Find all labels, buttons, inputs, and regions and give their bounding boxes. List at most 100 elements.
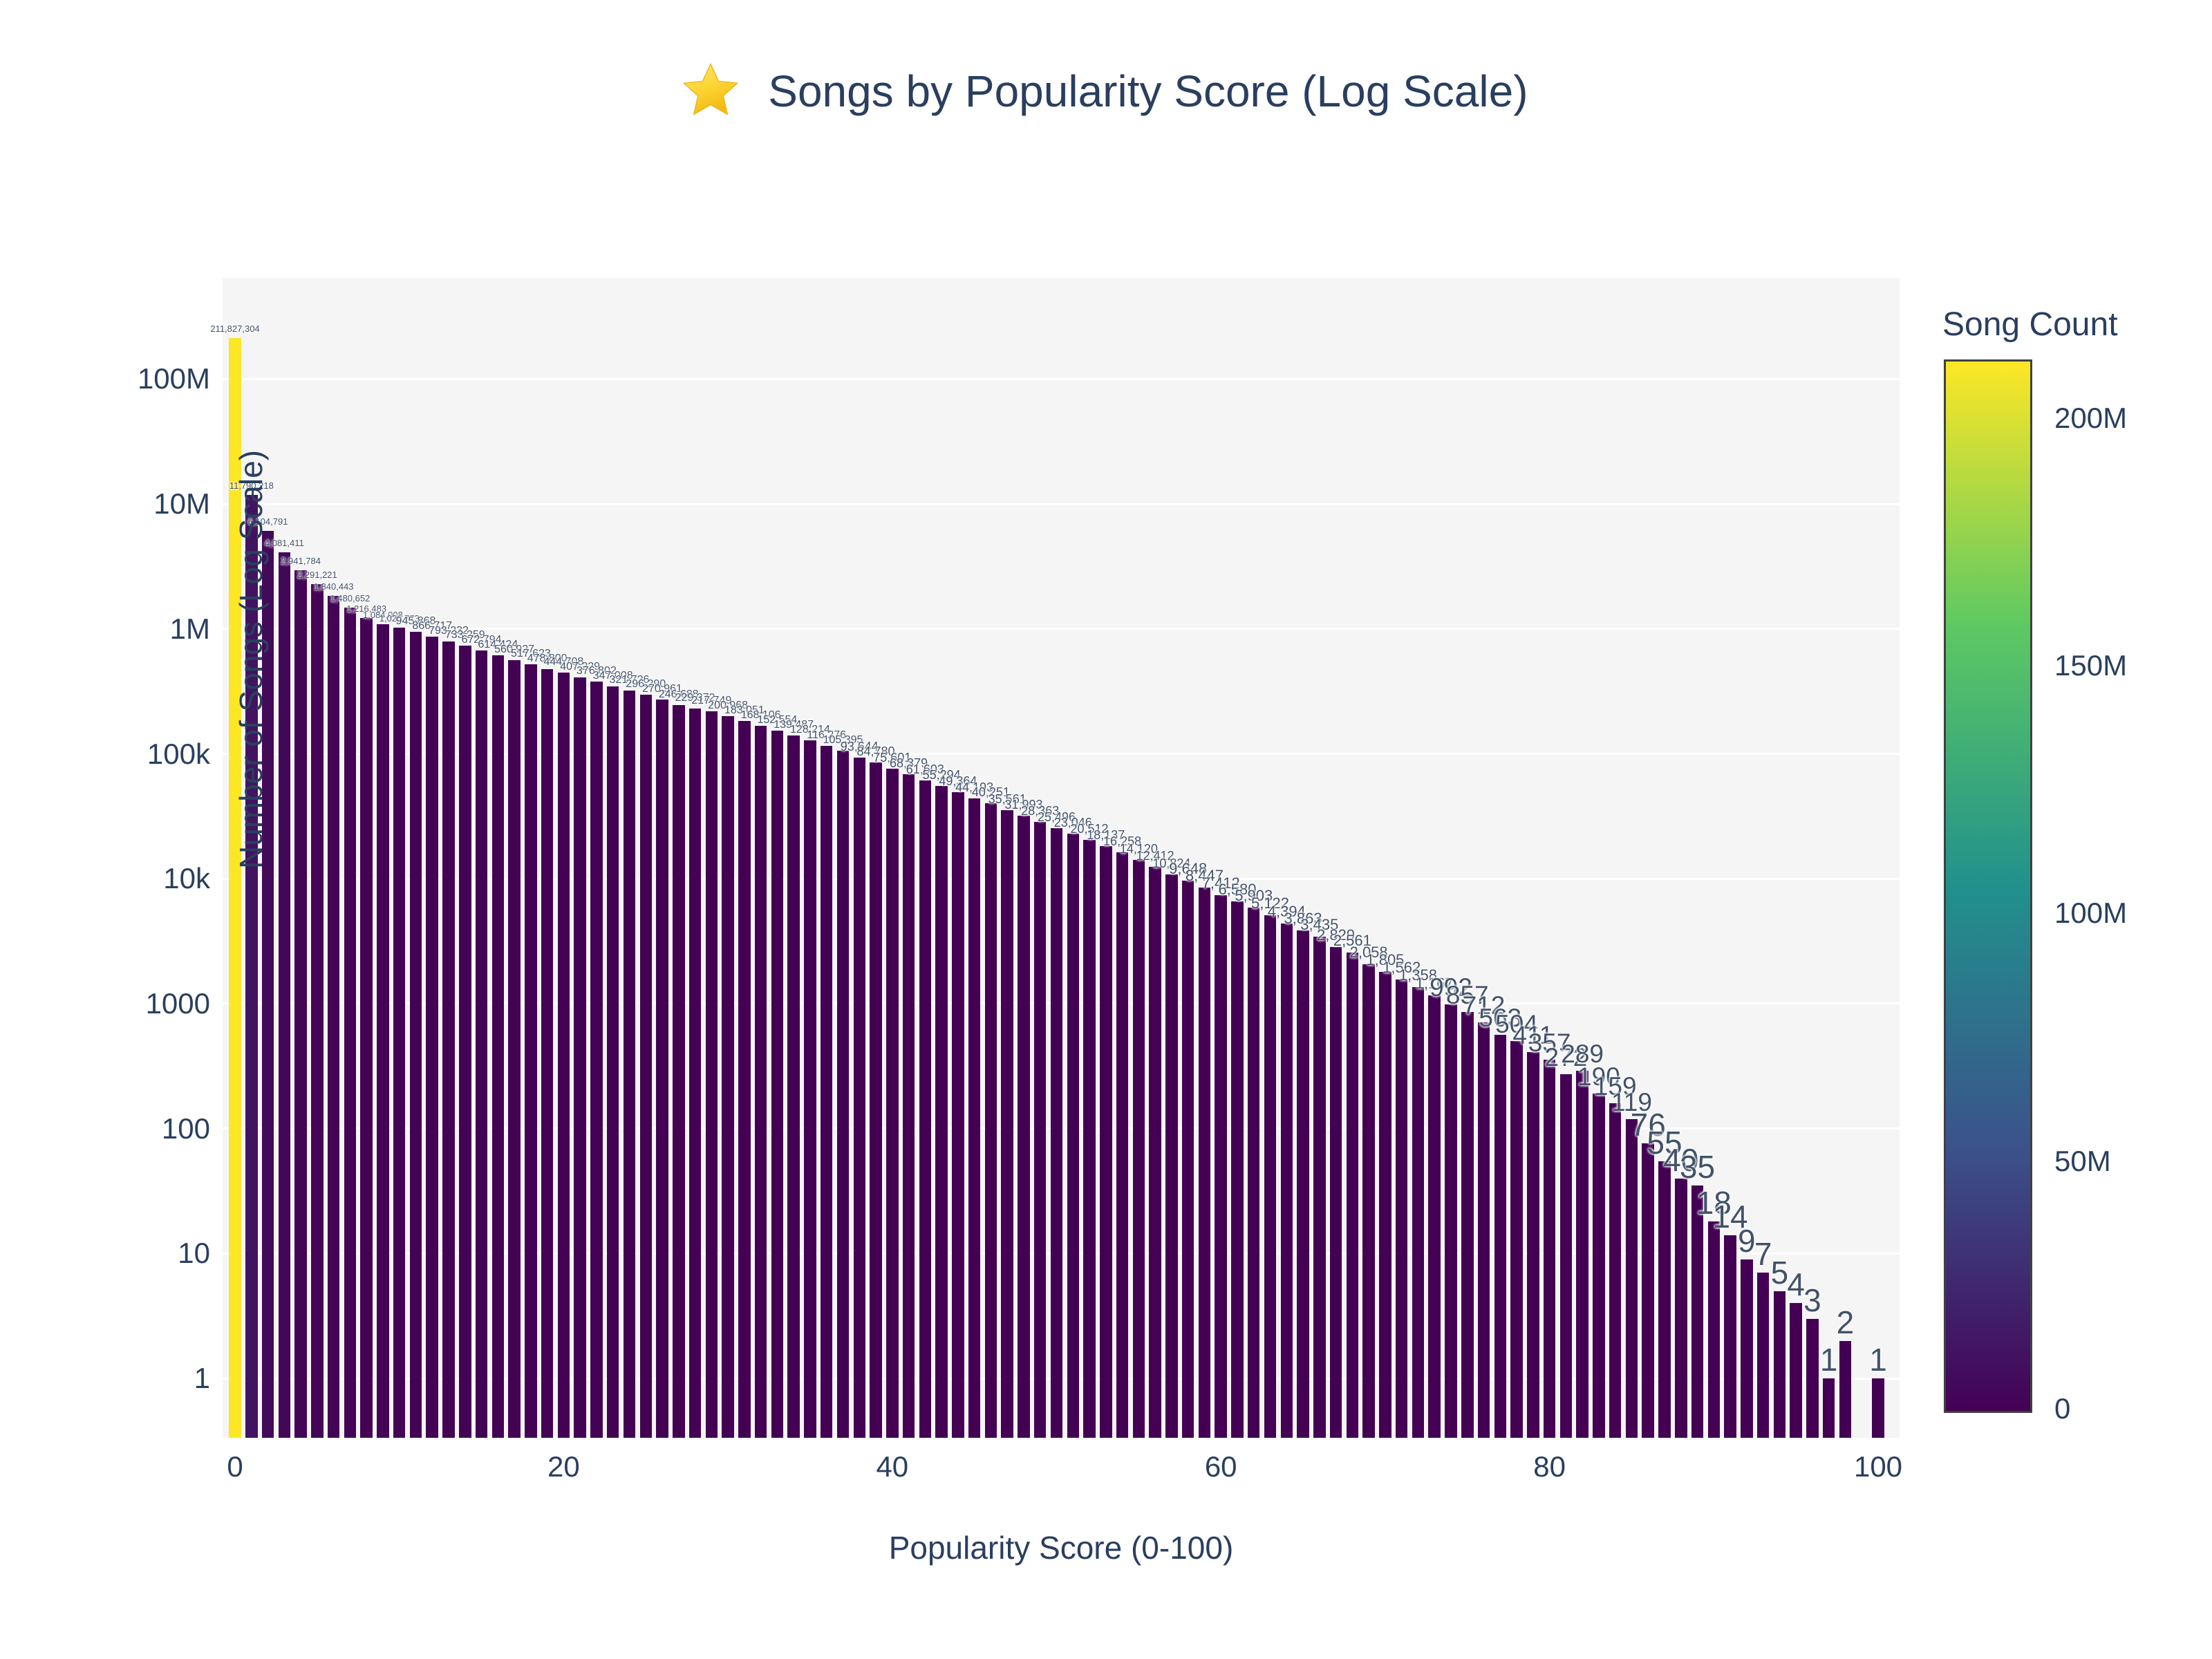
bar-score-76[interactable] [1477, 1022, 1490, 1438]
bar-score-11[interactable] [409, 632, 422, 1438]
bar-score-25[interactable] [639, 695, 652, 1438]
bar-score-58[interactable] [1181, 881, 1194, 1438]
bar-score-84[interactable] [1609, 1103, 1622, 1438]
bar-score-57[interactable] [1165, 874, 1178, 1438]
bar-score-75[interactable] [1461, 1012, 1474, 1438]
bar-score-67[interactable] [1329, 947, 1342, 1438]
bar-score-23[interactable] [606, 686, 619, 1438]
bar-score-19[interactable] [541, 668, 554, 1438]
bar-score-10[interactable] [393, 627, 406, 1438]
bar-score-81[interactable] [1559, 1074, 1573, 1438]
bar-score-39[interactable] [870, 762, 882, 1438]
bar-score-33[interactable] [771, 731, 784, 1438]
bar-score-93[interactable] [1756, 1273, 1770, 1438]
bar-score-18[interactable] [525, 664, 537, 1438]
bar-score-17[interactable] [508, 660, 521, 1438]
bar-score-90[interactable] [1707, 1221, 1721, 1438]
bar-score-78[interactable] [1510, 1040, 1523, 1438]
bar-score-73[interactable] [1428, 995, 1441, 1438]
bar-score-21[interactable] [574, 677, 586, 1438]
bar-score-3[interactable] [278, 552, 291, 1438]
bar-score-38[interactable] [853, 757, 865, 1438]
bar-score-46[interactable] [984, 803, 997, 1438]
bar-score-97[interactable] [1822, 1378, 1835, 1438]
bar-score-45[interactable] [968, 798, 981, 1438]
bar-score-47[interactable] [1001, 809, 1013, 1438]
bar-score-0[interactable] [229, 338, 241, 1438]
bar-score-65[interactable] [1297, 930, 1309, 1438]
bar-score-28[interactable] [688, 709, 702, 1438]
bar-score-56[interactable] [1149, 867, 1161, 1438]
bar-score-29[interactable] [705, 711, 718, 1438]
bar-score-2[interactable] [261, 530, 274, 1438]
bar-score-35[interactable] [804, 740, 816, 1438]
bar-score-60[interactable] [1215, 894, 1227, 1438]
bar-score-52[interactable] [1083, 839, 1096, 1438]
bar-score-27[interactable] [673, 704, 685, 1438]
bar-score-77[interactable] [1494, 1034, 1507, 1438]
bar-score-37[interactable] [836, 751, 850, 1438]
bar-score-30[interactable] [722, 715, 734, 1438]
bar-score-42[interactable] [919, 780, 932, 1438]
bar-score-88[interactable] [1675, 1178, 1687, 1438]
bar-score-61[interactable] [1231, 901, 1244, 1438]
bar-score-8[interactable] [360, 618, 373, 1438]
bar-score-95[interactable] [1790, 1303, 1802, 1438]
bar-score-96[interactable] [1806, 1318, 1819, 1438]
bar-score-74[interactable] [1445, 1004, 1457, 1438]
bar-score-15[interactable] [475, 650, 488, 1438]
bar-score-1[interactable] [245, 495, 258, 1438]
bar-score-48[interactable] [1018, 815, 1030, 1438]
bar-score-14[interactable] [459, 646, 471, 1438]
bar-score-79[interactable] [1527, 1051, 1539, 1438]
bar-score-91[interactable] [1724, 1235, 1736, 1438]
bar-score-16[interactable] [491, 655, 505, 1438]
bar-score-41[interactable] [902, 774, 915, 1438]
bar-score-5[interactable] [311, 583, 324, 1438]
bar-score-72[interactable] [1412, 986, 1425, 1438]
bar-score-63[interactable] [1264, 915, 1277, 1438]
bar-score-6[interactable] [327, 595, 340, 1438]
bar-score-89[interactable] [1691, 1185, 1704, 1438]
bar-score-71[interactable] [1395, 979, 1408, 1438]
bar-score-66[interactable] [1313, 937, 1326, 1438]
bar-score-85[interactable] [1625, 1118, 1638, 1438]
bar-score-86[interactable] [1642, 1143, 1654, 1438]
bar-score-55[interactable] [1132, 860, 1145, 1438]
bar-score-53[interactable] [1100, 846, 1112, 1438]
bar-score-49[interactable] [1033, 822, 1047, 1438]
bar-score-69[interactable] [1362, 964, 1375, 1438]
bar-score-64[interactable] [1280, 923, 1293, 1438]
bar-score-31[interactable] [738, 721, 751, 1438]
bar-score-20[interactable] [557, 673, 570, 1438]
bar-score-22[interactable] [590, 682, 603, 1438]
bar-score-43[interactable] [935, 785, 948, 1438]
bar-score-40[interactable] [886, 769, 899, 1438]
bar-score-51[interactable] [1067, 833, 1080, 1438]
bar-score-68[interactable] [1346, 953, 1359, 1438]
bar-score-82[interactable] [1576, 1071, 1588, 1438]
bar-score-44[interactable] [952, 791, 964, 1438]
bar-score-26[interactable] [656, 700, 668, 1438]
bar-score-24[interactable] [623, 690, 636, 1438]
bar-score-87[interactable] [1658, 1161, 1671, 1438]
bar-score-62[interactable] [1247, 907, 1260, 1438]
bar-score-36[interactable] [820, 745, 833, 1438]
bar-score-94[interactable] [1773, 1291, 1786, 1438]
bar-score-4[interactable] [294, 570, 307, 1438]
bar-score-70[interactable] [1379, 971, 1391, 1438]
bar-score-54[interactable] [1116, 852, 1129, 1438]
bar-score-13[interactable] [442, 641, 455, 1438]
bar-score-92[interactable] [1741, 1259, 1753, 1438]
bar-score-7[interactable] [344, 607, 357, 1438]
bar-score-34[interactable] [787, 735, 800, 1438]
bar-score-98[interactable] [1839, 1340, 1852, 1438]
bar-score-9[interactable] [377, 624, 389, 1438]
bar-score-80[interactable] [1543, 1059, 1556, 1438]
bar-score-32[interactable] [754, 725, 767, 1438]
bar-score-100[interactable] [1872, 1378, 1884, 1438]
bar-score-83[interactable] [1593, 1094, 1605, 1438]
bar-score-50[interactable] [1050, 827, 1063, 1438]
bar-score-12[interactable] [426, 637, 438, 1438]
bar-score-59[interactable] [1198, 888, 1211, 1438]
